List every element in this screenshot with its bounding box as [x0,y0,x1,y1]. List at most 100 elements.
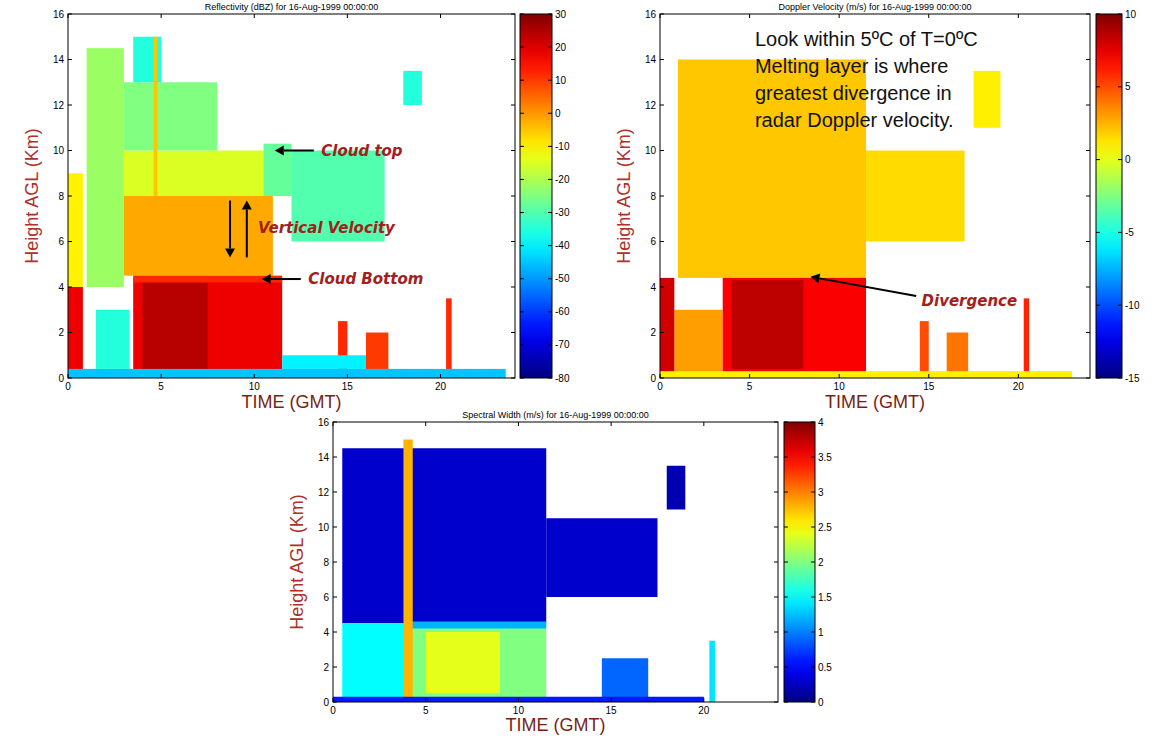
x-tick [518,422,519,426]
x-tick [928,374,929,378]
colorbar-tick [784,597,788,598]
colorbar-tick [784,632,788,633]
colorbar-tick-label: -70 [555,339,570,350]
colorbar-tick [548,311,552,312]
y-tick [511,332,515,333]
y-tick [333,422,337,423]
colorbar-tick-label: -50 [555,273,570,284]
arrow-shaft [284,150,314,152]
y-tick [333,457,337,458]
y-tick [333,702,337,703]
plot-frame [660,14,1090,378]
y-axis-title: Height AGL (Km) [614,128,634,263]
colorbar-tick-label: 3.5 [818,452,832,463]
colorbar-tick-label: 1 [818,627,824,638]
y-tick [774,632,778,633]
colorbar-tick-label: -5 [1125,227,1134,238]
y-tick [333,562,337,563]
colorbar-tick [1118,14,1122,15]
y-tick-label: 16 [53,9,65,20]
cell [974,71,1001,128]
colorbar-tick [548,212,552,213]
x-tick [161,374,162,378]
annotation-text: Cloud Bottom [308,270,423,288]
colorbar-tick-label: -60 [555,306,570,317]
annotation: Cloud Bottom [262,270,424,288]
colorbar-tick-label: 5 [1125,81,1131,92]
annotation-text: Divergence [922,292,1018,310]
y-tick [660,332,664,333]
cell [403,440,412,703]
y-tick [774,457,778,458]
cell [709,641,715,702]
x-tick [660,14,661,18]
y-tick [68,378,72,379]
x-tick [440,14,441,18]
colorbar-tick-label: -10 [1125,300,1140,311]
x-tick-label: 0 [330,705,336,716]
y-tick-label: 0 [323,697,329,708]
cell [920,321,929,378]
arrow-head [262,274,271,284]
cell [407,622,546,629]
panel: Spectral Width (m/s) for 16-Aug-1999 00:… [287,410,832,735]
annotation-text: Cloud top [321,142,403,160]
y-tick [511,59,515,60]
y-tick-label: 2 [323,662,329,673]
x-tick [254,374,255,378]
x-tick [611,422,612,426]
cell [87,48,124,287]
title: Doppler Velocity (m/s) for 16-Aug-1999 0… [778,2,971,12]
y-tick [660,241,664,242]
colorbar-tick [548,245,552,246]
y-tick [660,287,664,288]
panel: Reflectivity (dBZ) for 16-Aug-1999 00:00… [22,2,570,412]
x-tick [347,374,348,378]
colorbar-tick [784,702,788,703]
colorbar-tick [548,344,552,345]
arrow-shaft [229,201,231,249]
colorbar-tick [811,597,815,598]
x-tick-label: 10 [834,381,846,392]
y-tick-label: 0 [58,373,64,384]
x-tick-label: 5 [423,705,429,716]
colorbar-tick-label: 4 [818,417,824,428]
annotation: Vertical Velocity [225,201,396,258]
y-tick [333,527,337,528]
y-tick [1086,59,1090,60]
y-tick [68,150,72,151]
y-tick [68,332,72,333]
x-tick [928,14,929,18]
y-tick [774,667,778,668]
x-tick-label: 15 [342,381,354,392]
plot-frame [68,14,515,378]
annotation: Divergence [811,273,1018,309]
x-tick [611,698,612,702]
x-axis-title: TIME (GMT) [825,392,925,412]
colorbar-tick [1096,86,1100,87]
cell [143,282,208,368]
y-tick-label: 4 [58,282,64,293]
colorbar-tick [1096,305,1100,306]
colorbar-tick [520,14,524,15]
cell [154,37,158,196]
x-tick [440,374,441,378]
colorbar-tick [811,422,815,423]
annotation: Look within 5ºC of T=0ºCMelting layer is… [755,28,978,131]
x-axis-title: TIME (GMT) [242,392,342,412]
colorbar [1096,14,1122,378]
cells [660,60,1072,379]
colorbar-tick-label: 30 [555,9,567,20]
x-tick-label: 10 [249,381,261,392]
colorbar-tick-label: 0 [818,697,824,708]
y-tick [660,105,664,106]
cell [282,355,366,369]
colorbar-tick [1118,305,1122,306]
x-tick [839,14,840,18]
y-tick-label: 4 [650,282,656,293]
cell [667,466,686,510]
colorbar-tick-label: 10 [1125,9,1137,20]
colorbar-tick [548,378,552,379]
colorbar-tick [548,278,552,279]
y-tick-label: 12 [318,487,330,498]
